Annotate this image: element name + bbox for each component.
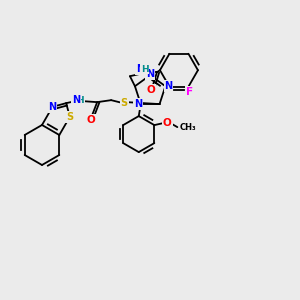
Text: N: N [164, 81, 172, 91]
Text: O: O [163, 118, 172, 128]
Text: N: N [48, 102, 57, 112]
Text: H: H [141, 65, 149, 74]
Text: F: F [186, 87, 193, 97]
Text: CH₃: CH₃ [179, 123, 196, 132]
Text: N: N [72, 95, 80, 105]
Text: O: O [87, 115, 95, 125]
Text: S: S [121, 98, 128, 108]
Text: H: H [76, 96, 84, 105]
Text: O: O [147, 85, 155, 95]
Text: N: N [146, 69, 154, 79]
Text: N: N [136, 64, 144, 74]
Text: S: S [66, 112, 74, 122]
Text: N: N [134, 99, 142, 109]
